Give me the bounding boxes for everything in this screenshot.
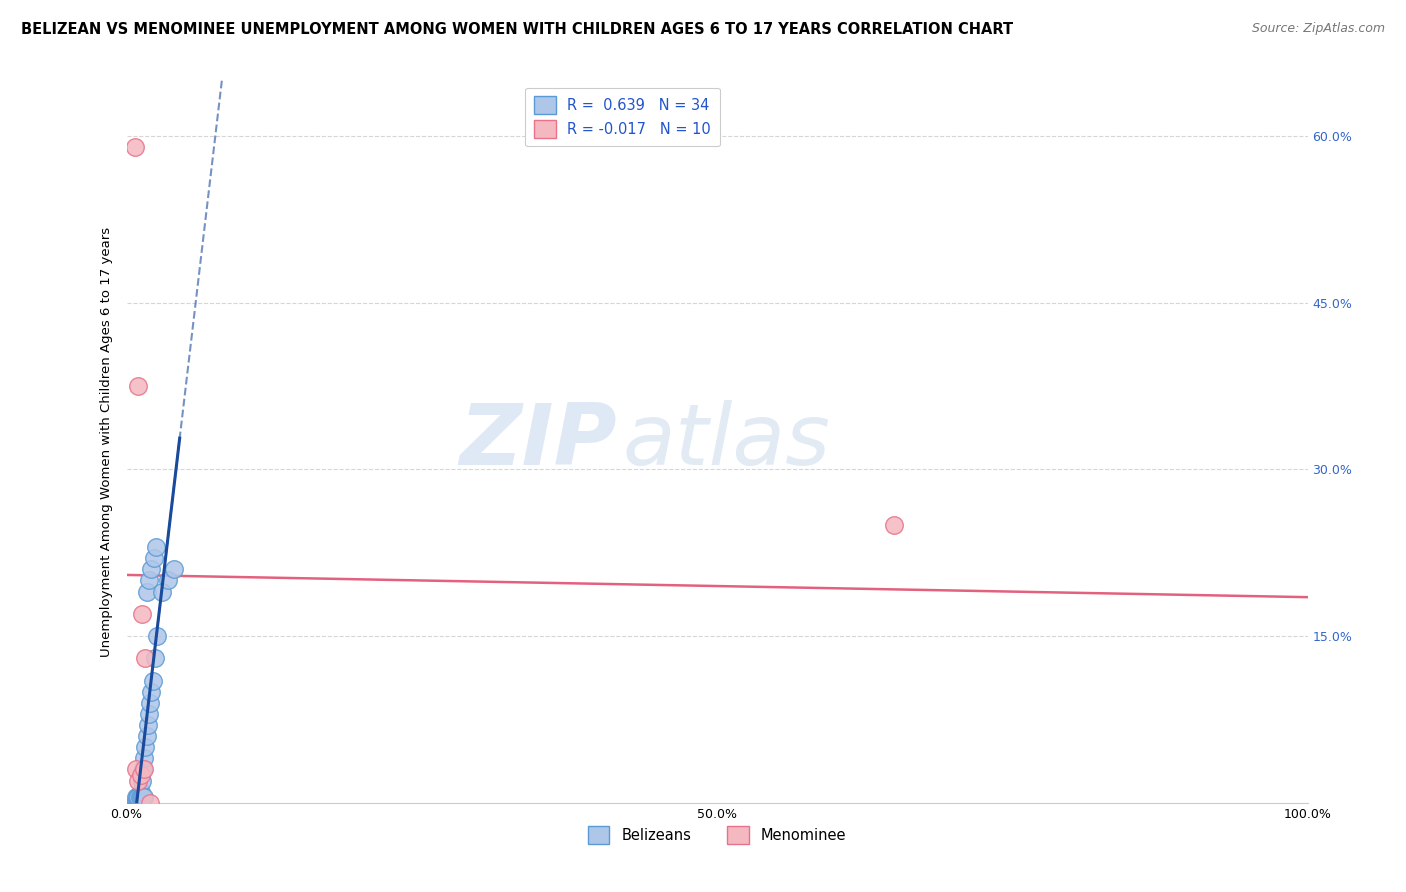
- Point: [127, 379, 149, 393]
- Point: [127, 790, 149, 805]
- Point: [135, 584, 157, 599]
- Point: [163, 562, 186, 576]
- Point: [138, 706, 160, 721]
- Point: [139, 796, 162, 810]
- Point: [141, 673, 163, 688]
- Point: [127, 796, 149, 810]
- Point: [125, 763, 148, 777]
- Point: [127, 773, 149, 788]
- Point: [146, 629, 169, 643]
- Text: ZIP: ZIP: [458, 400, 617, 483]
- Point: [127, 790, 149, 805]
- Text: Source: ZipAtlas.com: Source: ZipAtlas.com: [1251, 22, 1385, 36]
- Point: [134, 790, 156, 805]
- Legend: Belizeans, Menominee: Belizeans, Menominee: [582, 821, 852, 850]
- Point: [129, 790, 152, 805]
- Point: [131, 790, 153, 805]
- Point: [131, 773, 153, 788]
- Point: [136, 718, 159, 732]
- Y-axis label: Unemployment Among Women with Children Ages 6 to 17 years: Unemployment Among Women with Children A…: [100, 227, 114, 657]
- Text: atlas: atlas: [623, 400, 831, 483]
- Point: [132, 763, 155, 777]
- Point: [141, 562, 163, 576]
- Point: [143, 651, 166, 665]
- Point: [883, 517, 905, 532]
- Point: [127, 796, 149, 810]
- Point: [134, 763, 156, 777]
- Point: [134, 751, 156, 765]
- Text: BELIZEAN VS MENOMINEE UNEMPLOYMENT AMONG WOMEN WITH CHILDREN AGES 6 TO 17 YEARS : BELIZEAN VS MENOMINEE UNEMPLOYMENT AMONG…: [21, 22, 1014, 37]
- Point: [139, 696, 162, 710]
- Point: [134, 740, 156, 755]
- Point: [142, 551, 165, 566]
- Point: [128, 790, 150, 805]
- Point: [135, 729, 157, 743]
- Point: [141, 684, 163, 698]
- Point: [132, 790, 155, 805]
- Point: [124, 140, 146, 154]
- Point: [156, 574, 179, 588]
- Point: [124, 796, 146, 810]
- Point: [134, 651, 156, 665]
- Point: [150, 584, 173, 599]
- Point: [125, 796, 148, 810]
- Point: [125, 790, 148, 805]
- Point: [138, 574, 160, 588]
- Point: [129, 768, 152, 782]
- Point: [145, 540, 167, 554]
- Point: [131, 607, 153, 621]
- Point: [128, 796, 150, 810]
- Point: [129, 785, 152, 799]
